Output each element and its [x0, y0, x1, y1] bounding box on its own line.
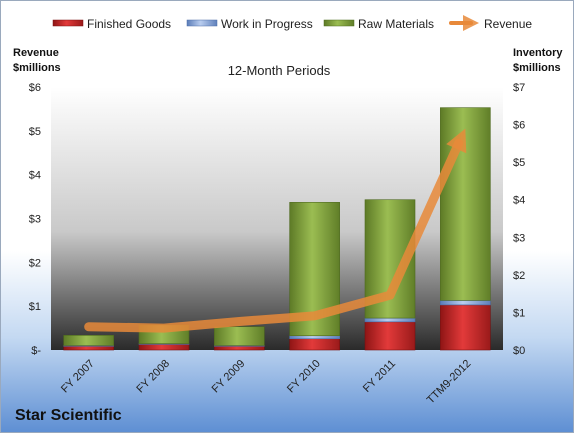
legend-swatch-raw-materials — [323, 19, 355, 27]
right-tick-label: $0 — [513, 345, 525, 357]
right-axis-title-line1: Inventory — [513, 47, 563, 59]
right-axis-ticks: $0 $1 $2 $3 $4 $5 $6 $7 — [513, 82, 525, 357]
left-axis-title-line1: Revenue — [13, 47, 59, 59]
bar-work-in-progress — [364, 317, 416, 323]
plot-area — [51, 87, 503, 350]
right-tick-label: $4 — [513, 195, 525, 207]
x-tick-label: TTM9-2012 — [425, 358, 474, 407]
left-tick-label: $- — [31, 345, 41, 357]
right-tick-label: $6 — [513, 120, 525, 132]
bar-raw-materials — [214, 326, 265, 346]
bar-finished-goods — [440, 304, 491, 351]
bar-finished-goods — [214, 345, 265, 351]
legend-label-revenue: Revenue — [484, 17, 532, 31]
legend-swatch-work-in-progress — [186, 19, 218, 27]
right-tick-label: $3 — [513, 232, 525, 244]
legend-label-work-in-progress: Work in Progress — [221, 17, 313, 31]
left-tick-label: $6 — [29, 82, 41, 94]
legend-swatch-finished-goods — [52, 19, 84, 27]
bar-finished-goods — [138, 344, 190, 351]
chart-title: 12-Month Periods — [228, 63, 331, 78]
x-tick-label: FY 2011 — [361, 358, 398, 395]
bar-finished-goods — [364, 321, 416, 351]
right-tick-label: $7 — [513, 82, 525, 94]
x-tick-label: FY 2010 — [285, 358, 323, 396]
x-tick-label: FY 2009 — [210, 358, 248, 396]
company-name: Star Scientific — [15, 407, 122, 424]
right-tick-label: $5 — [513, 157, 525, 169]
bar-finished-goods — [289, 338, 340, 351]
x-tick-label: FY 2007 — [59, 358, 97, 396]
left-tick-label: $1 — [29, 301, 41, 313]
x-axis-labels: FY 2007 FY 2008 FY 2009 FY 2010 FY 2011 TTM9-… — [59, 358, 473, 407]
left-tick-label: $5 — [29, 126, 41, 138]
left-tick-label: $4 — [29, 170, 41, 182]
right-axis-title-line2: $millions — [513, 62, 561, 74]
right-tick-label: $2 — [513, 270, 525, 282]
bar-work-in-progress — [289, 335, 340, 340]
revenue-arrowhead — [446, 128, 467, 154]
right-tick-label: $1 — [513, 307, 525, 319]
bar-raw-materials — [63, 335, 114, 346]
left-axis-ticks: $- $1 $2 $3 $4 $5 $6 — [29, 82, 42, 357]
revenue-line-group — [84, 128, 467, 333]
left-axis-title-line2: $millions — [13, 62, 61, 74]
revenue-line — [84, 138, 464, 333]
left-tick-label: $2 — [29, 257, 41, 269]
legend: Finished Goods Work in Progress Raw Mate… — [52, 15, 532, 31]
legend-label-finished-goods: Finished Goods — [87, 17, 171, 31]
x-tick-label: FY 2008 — [134, 358, 172, 396]
bar-finished-goods — [63, 345, 114, 351]
bar-work-in-progress — [440, 300, 491, 306]
left-tick-label: $3 — [29, 214, 41, 226]
legend-label-raw-materials: Raw Materials — [358, 17, 434, 31]
